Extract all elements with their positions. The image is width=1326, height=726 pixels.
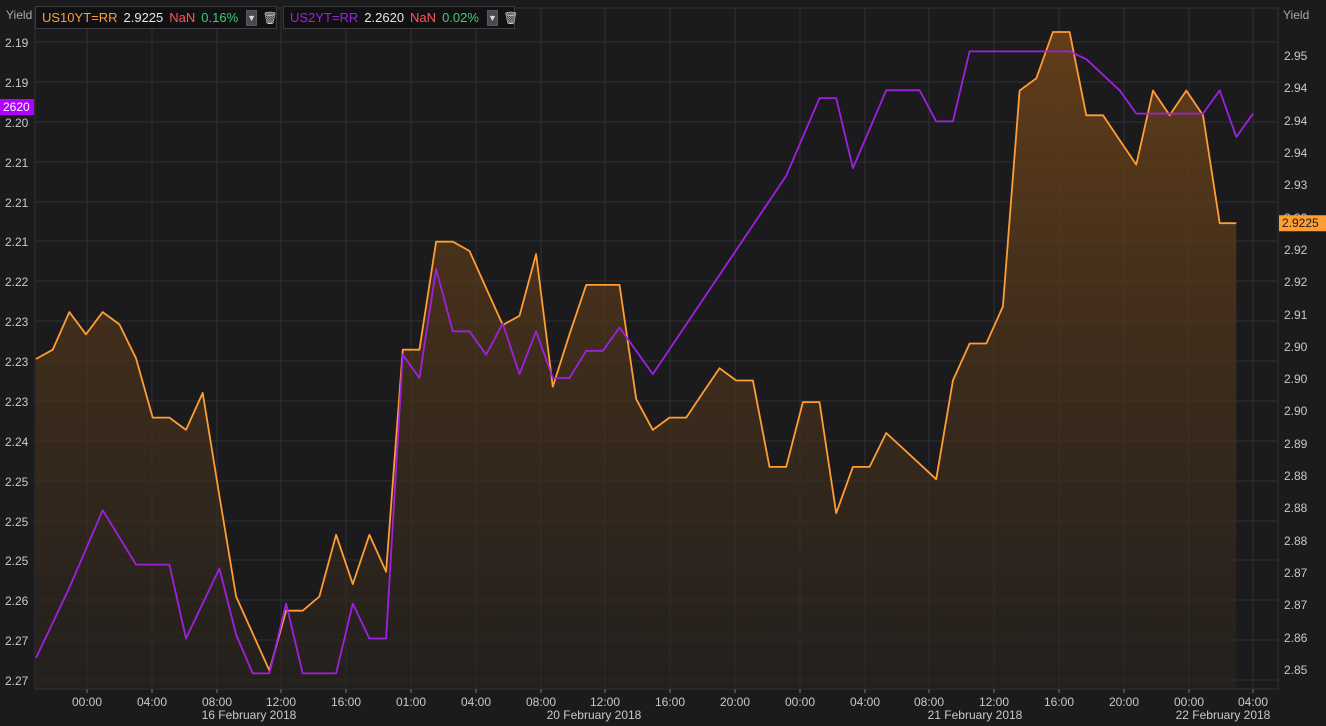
trash-icon[interactable]: 🗑: [503, 10, 519, 25]
right-tick-label: 2.90: [1284, 372, 1308, 386]
x-tick-label: 12:00: [590, 695, 620, 709]
us10-current-label: 2.9225: [1282, 216, 1319, 230]
x-tick-label: 04:00: [461, 695, 491, 709]
left-tick-label: 2.23: [5, 395, 29, 409]
us10-current-marker: [1279, 215, 1326, 232]
right-tick-label: 2.88: [1284, 501, 1308, 515]
right-tick-label: 2.88: [1284, 534, 1308, 548]
legend-us2: US2YT=RR 2.2620 NaN 0.02% ▼ 🗑: [283, 6, 519, 29]
right-tick-label: 2.90: [1284, 340, 1308, 354]
x-tick-label: 04:00: [137, 695, 167, 709]
us2-line: [35, 50, 1254, 675]
right-tick-label: 2.86: [1284, 631, 1308, 645]
left-tick-label: 2.21: [5, 196, 29, 210]
x-tick-label: 16:00: [331, 695, 361, 709]
us10-area: [36, 32, 1237, 689]
right-tick-label: 2.95: [1284, 49, 1308, 63]
left-tick-label: 2.19: [5, 36, 29, 50]
chevron-down-icon[interactable]: ▼: [486, 9, 498, 26]
right-tick-label: 2.87: [1284, 566, 1308, 580]
x-tick-label: 08:00: [202, 695, 232, 709]
right-tick-label: 2.89: [1284, 437, 1308, 451]
x-tick-label: 04:00: [1238, 695, 1268, 709]
us2-current-label: 2620: [3, 100, 30, 114]
date-label: 16 February 2018: [202, 708, 297, 722]
right-tick-label: 2.92: [1284, 243, 1308, 257]
x-tick-label: 08:00: [914, 695, 944, 709]
x-tick-label: 01:00: [396, 695, 426, 709]
left-tick-label: 2.25: [5, 554, 29, 568]
left-tick-label: 2.20: [5, 116, 29, 130]
x-tick-label: 08:00: [526, 695, 556, 709]
left-tick-label: 2.25: [5, 475, 29, 489]
left-tick-label: 2.24: [5, 435, 29, 449]
date-label: 21 February 2018: [928, 708, 1023, 722]
us2-change: 0.02%: [442, 10, 479, 25]
left-tick-label: 2.27: [5, 674, 29, 688]
us2-symbol: US2YT=RR: [290, 10, 359, 25]
right-axis-title: Yield: [1283, 8, 1310, 22]
left-tick-label: 2.21: [5, 156, 29, 170]
left-tick-label: 2.19: [5, 76, 29, 90]
us10-symbol: US10YT=RR: [42, 10, 118, 25]
x-tick-label: 00:00: [72, 695, 102, 709]
us10-line: [35, 31, 1237, 672]
left-axis-title: Yield: [6, 8, 33, 22]
us2-current-marker: [0, 99, 34, 115]
right-tick-label: 2.94: [1284, 146, 1308, 160]
right-tick-label: 2.94: [1284, 81, 1308, 95]
x-tick-label: 04:00: [850, 695, 880, 709]
us10-change: 0.16%: [201, 10, 239, 25]
right-tick-label: 2.93: [1284, 178, 1308, 192]
x-tick-label: 20:00: [720, 695, 750, 709]
left-tick-label: 2.22: [5, 275, 29, 289]
left-tick-label: 2.26: [5, 594, 29, 608]
date-label: 22 February 2018: [1176, 708, 1271, 722]
left-tick-label: 2.23: [5, 355, 29, 369]
right-tick-label: 2.91: [1284, 308, 1308, 322]
right-tick-label: 2.87: [1284, 598, 1308, 612]
us10-nan: NaN: [169, 10, 196, 25]
left-tick-label: 2.25: [5, 515, 29, 529]
right-tick-label: 2.88: [1284, 469, 1308, 483]
right-tick-label: 2.90: [1284, 404, 1308, 418]
date-label: 20 February 2018: [547, 708, 642, 722]
right-tick-label: 2.92: [1284, 275, 1308, 289]
left-tick-label: 2.23: [5, 315, 29, 329]
x-tick-label: 20:00: [1109, 695, 1139, 709]
x-tick-label: 16:00: [655, 695, 685, 709]
x-tick-label: 16:00: [1044, 695, 1074, 709]
us2-value: 2.2620: [364, 10, 405, 25]
x-tick-label: 12:00: [979, 695, 1009, 709]
x-tick-label: 12:00: [266, 695, 296, 709]
us2-nan: NaN: [410, 10, 437, 25]
left-tick-label: 2.21: [5, 235, 29, 249]
trash-icon[interactable]: 🗑: [262, 10, 278, 25]
right-tick-label: 2.85: [1284, 663, 1308, 677]
us10-value: 2.9225: [123, 10, 164, 25]
left-tick-label: 2.27: [5, 634, 29, 648]
x-tick-label: 00:00: [1174, 695, 1204, 709]
chevron-down-icon[interactable]: ▼: [246, 9, 258, 26]
x-tick-label: 00:00: [785, 695, 815, 709]
right-tick-label: 2.94: [1284, 114, 1308, 128]
legend-us10: US10YT=RR 2.9225 NaN 0.16% ▼ 🗑: [35, 6, 278, 29]
